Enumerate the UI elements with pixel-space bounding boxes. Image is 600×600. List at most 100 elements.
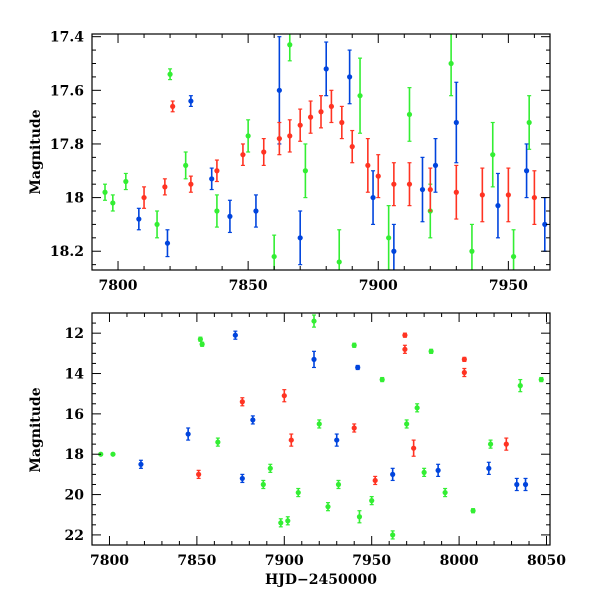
top-data-point (110, 200, 116, 206)
bottom-data-point (351, 425, 357, 431)
bottom-axis-ticks: 7800 7850 7900 7950 8000 8050 12 14 16 18 20 22 (65, 312, 566, 569)
bottom-data-point (278, 520, 284, 526)
bottom-series-3 (196, 332, 509, 486)
top-data-point (406, 181, 413, 187)
bottom-data-point (522, 481, 529, 488)
bottom-series-1 (98, 314, 544, 540)
top-y-tick-label: 17.6 (50, 83, 84, 99)
top-data-point (164, 240, 171, 246)
top-data-point (391, 181, 397, 187)
bottom-data-point (428, 348, 434, 354)
top-data-point (349, 144, 355, 150)
top-x-tick-label: 7850 (229, 278, 268, 294)
bottom-x-axis-title: HJD−2450000 (265, 572, 377, 588)
bottom-data-point (295, 489, 301, 496)
bottom-data-point (435, 467, 441, 473)
bottom-data-point (487, 441, 494, 447)
top-data-point (188, 98, 194, 104)
top-data-point (453, 119, 459, 126)
bottom-data-point (351, 342, 357, 348)
top-data-point (339, 119, 345, 126)
bottom-plot-area (98, 314, 544, 540)
bottom-data-point (285, 518, 291, 524)
top-data-point (419, 186, 426, 193)
bottom-y-tick-label: 16 (65, 407, 84, 423)
top-data-point (495, 203, 501, 209)
top-data-point (453, 189, 459, 195)
bottom-y-tick-label: 12 (65, 326, 84, 342)
top-data-point (469, 248, 475, 254)
top-data-point (336, 259, 342, 265)
bottom-data-point (372, 477, 378, 484)
top-data-point (214, 208, 220, 214)
bottom-data-point (232, 332, 238, 338)
bottom-data-point (421, 469, 427, 475)
top-axis-ticks: 7800 7850 7900 7950 17.4 17.6 17.8 18 18.2 (50, 30, 550, 294)
bottom-data-point (404, 421, 410, 427)
bottom-y-tick-label: 20 (65, 488, 85, 504)
bottom-data-point (369, 498, 375, 504)
top-data-point (323, 66, 329, 72)
top-data-point (391, 248, 397, 254)
top-x-tick-label: 7900 (359, 278, 398, 294)
bottom-x-tick-label: 7950 (352, 553, 391, 569)
top-data-point (245, 133, 251, 139)
top-y-tick-label: 18.2 (50, 244, 84, 260)
top-data-point (209, 176, 215, 182)
bottom-x-tick-label: 8000 (440, 553, 479, 569)
top-y-tick-label: 17.4 (50, 30, 84, 46)
top-data-point (318, 109, 324, 115)
top-data-point (167, 71, 173, 77)
top-data-point (183, 162, 189, 169)
bottom-data-point (503, 441, 509, 447)
bottom-data-point (486, 465, 492, 471)
bottom-data-point (390, 532, 396, 538)
top-data-point (154, 221, 160, 228)
top-data-point (287, 42, 293, 48)
bottom-data-point (267, 465, 273, 471)
top-series-1 (102, 34, 532, 270)
bottom-data-point (538, 376, 544, 383)
top-data-point (328, 103, 335, 110)
top-data-point (170, 103, 176, 110)
top-data-point (510, 253, 517, 260)
top-data-point (287, 133, 293, 139)
bottom-y-tick-label: 22 (65, 528, 84, 544)
bottom-x-tick-label: 7800 (90, 553, 129, 569)
top-data-point (448, 60, 454, 67)
top-data-point (102, 189, 108, 195)
bottom-data-point (239, 475, 245, 482)
top-data-point (276, 135, 282, 142)
bottom-data-point (199, 341, 205, 347)
top-series-2 (136, 36, 548, 270)
top-data-point (406, 111, 413, 118)
top-data-point (276, 87, 282, 93)
bottom-x-tick-label: 8050 (527, 553, 566, 569)
bottom-data-point (335, 481, 342, 488)
top-data-point (375, 173, 381, 179)
top-data-point (227, 213, 233, 219)
top-data-point (479, 192, 485, 198)
top-data-point (271, 253, 277, 260)
bottom-data-point (402, 346, 408, 352)
top-x-tick-label: 7950 (489, 278, 528, 294)
bottom-data-point (239, 399, 245, 405)
top-data-point (505, 192, 511, 198)
bottom-data-point (390, 471, 396, 477)
top-data-point (162, 184, 168, 190)
bottom-data-point (517, 383, 523, 389)
top-plot-area (102, 34, 548, 270)
bottom-x-tick-label: 7850 (177, 553, 216, 569)
bottom-data-point (250, 417, 256, 423)
bottom-data-point (325, 504, 331, 510)
top-data-point (370, 194, 376, 201)
top-x-tick-label: 7800 (99, 278, 138, 294)
top-data-point (136, 216, 142, 222)
top-light-curve-panel: 7800 7850 7900 7950 17.4 17.6 17.8 18 18.2 Magni… (28, 30, 551, 294)
bottom-data-point (316, 421, 322, 427)
top-y-tick-label: 18 (65, 191, 84, 207)
top-series-3 (141, 89, 537, 226)
top-y-axis-title: Magnitude (28, 109, 44, 194)
bottom-data-point (470, 508, 476, 514)
